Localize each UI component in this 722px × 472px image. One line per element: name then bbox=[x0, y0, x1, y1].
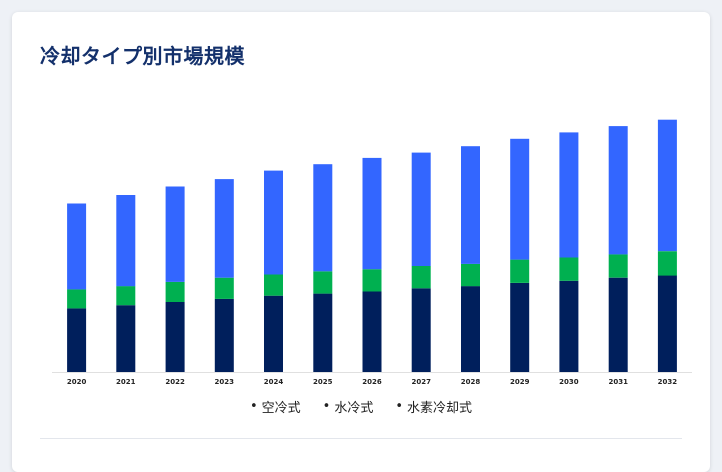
legend-bullet: • bbox=[395, 399, 404, 414]
bar-segment-2026-2[interactable] bbox=[362, 157, 382, 270]
bar-segment-2022-1[interactable] bbox=[165, 281, 185, 302]
bar-segment-2026-0[interactable] bbox=[362, 291, 382, 372]
bar-segment-2021-1[interactable] bbox=[116, 286, 136, 306]
x-tick-label: 2028 bbox=[461, 378, 481, 386]
x-tick-label: 2025 bbox=[313, 378, 333, 386]
bar-segment-2022-2[interactable] bbox=[165, 186, 185, 282]
legend-bullet: • bbox=[249, 399, 258, 414]
legend-label: 空冷式 bbox=[261, 401, 301, 416]
bar-segment-2029-1[interactable] bbox=[510, 259, 530, 283]
bar-segment-2030-0[interactable] bbox=[559, 280, 579, 372]
x-tick-label: 2023 bbox=[215, 378, 235, 386]
chart-card: 冷却タイプ別市場規模 2020 2021 2022 2023 2024 2025 2026 2… bbox=[12, 12, 710, 472]
bar-segment-2032-1[interactable] bbox=[657, 251, 677, 276]
bar-segment-2023-0[interactable] bbox=[214, 298, 234, 372]
legend: • 空冷式 • 水冷式 • 水素冷却式 bbox=[12, 397, 710, 416]
x-tick-label: 2022 bbox=[165, 378, 185, 386]
bar-segment-2024-0[interactable] bbox=[264, 295, 283, 372]
bar-segment-2029-0[interactable] bbox=[510, 283, 530, 372]
legend-item-hydrogen-cooled[interactable]: • 水素冷却式 bbox=[395, 397, 472, 416]
x-tick-label: 2030 bbox=[559, 378, 579, 386]
bar-segment-2032-2[interactable] bbox=[657, 119, 677, 252]
bar-segment-2027-1[interactable] bbox=[411, 266, 431, 289]
bar-segment-2025-2[interactable] bbox=[313, 164, 333, 272]
x-tick-label: 2031 bbox=[608, 378, 628, 386]
bar-segment-2028-0[interactable] bbox=[461, 286, 480, 372]
legend-label: 水冷式 bbox=[334, 401, 374, 416]
bar-segment-2020-0[interactable] bbox=[67, 308, 87, 372]
bar-segment-2031-1[interactable] bbox=[608, 254, 628, 278]
bar-segment-2032-0[interactable] bbox=[657, 275, 677, 373]
x-tick-label: 2027 bbox=[411, 378, 431, 386]
bar-segment-2020-1[interactable] bbox=[67, 289, 87, 309]
x-tick-label: 2020 bbox=[67, 378, 87, 386]
stacked-bar-chart: 2020 2021 2022 2023 2024 2025 2026 2027 2028 2029… bbox=[52, 119, 692, 386]
bar-segment-2030-1[interactable] bbox=[559, 257, 579, 281]
bar-segment-2027-2[interactable] bbox=[411, 152, 431, 266]
bar-segment-2021-2[interactable] bbox=[116, 195, 136, 287]
bar-segment-2020-2[interactable] bbox=[67, 203, 87, 290]
bar-segment-2026-1[interactable] bbox=[362, 269, 382, 292]
legend-item-air-cooled[interactable]: • 空冷式 bbox=[250, 397, 301, 416]
bar-segment-2028-2[interactable] bbox=[461, 146, 480, 264]
bar-segment-2025-0[interactable] bbox=[313, 293, 333, 372]
legend-label: 水素冷却式 bbox=[407, 401, 473, 416]
bar-segment-2031-0[interactable] bbox=[608, 277, 628, 372]
bar-segment-2024-2[interactable] bbox=[264, 170, 283, 275]
legend-bullet: • bbox=[322, 399, 331, 414]
bar-segment-2030-2[interactable] bbox=[559, 132, 579, 258]
chart-title: 冷却タイプ別市場規模 bbox=[40, 44, 245, 68]
bar-segment-2031-2[interactable] bbox=[608, 126, 628, 255]
x-tick-label: 2021 bbox=[116, 378, 136, 386]
x-tick-label: 2032 bbox=[658, 378, 678, 386]
x-tick-label: 2026 bbox=[362, 378, 382, 386]
bar-segment-2022-0[interactable] bbox=[165, 302, 185, 372]
bar-segment-2029-2[interactable] bbox=[510, 138, 530, 260]
bar-segment-2023-1[interactable] bbox=[214, 277, 234, 299]
x-tick-label: 2029 bbox=[510, 378, 530, 386]
bar-segment-2028-1[interactable] bbox=[461, 263, 480, 287]
bar-segment-2027-0[interactable] bbox=[411, 288, 431, 372]
legend-item-water-cooled[interactable]: • 水冷式 bbox=[323, 397, 374, 416]
x-tick-label: 2024 bbox=[264, 378, 284, 386]
bar-segment-2025-1[interactable] bbox=[313, 271, 333, 294]
bar-segment-2023-2[interactable] bbox=[214, 179, 234, 278]
bar-segment-2021-0[interactable] bbox=[116, 305, 136, 372]
divider bbox=[40, 438, 682, 439]
bar-segment-2024-1[interactable] bbox=[264, 274, 283, 296]
